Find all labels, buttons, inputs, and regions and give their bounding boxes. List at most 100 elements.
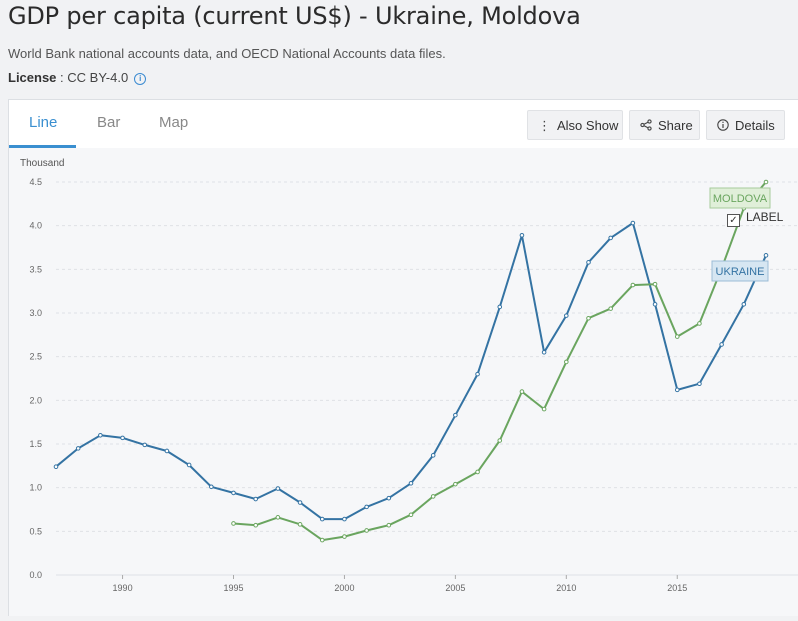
data-point xyxy=(564,313,569,318)
data-point xyxy=(297,522,303,527)
data-point xyxy=(386,495,392,501)
data-point xyxy=(763,179,769,185)
y-tick-label: 1.5 xyxy=(29,439,42,449)
data-point xyxy=(275,515,281,520)
info-icon[interactable]: i xyxy=(134,73,147,85)
active-tab-indicator xyxy=(9,145,76,148)
data-point xyxy=(475,469,480,475)
data-point xyxy=(297,500,303,505)
data-point xyxy=(652,281,658,287)
data-point xyxy=(342,516,347,522)
series-label-box xyxy=(709,187,771,209)
data-point xyxy=(519,389,525,394)
data-point xyxy=(164,448,170,454)
data-point xyxy=(253,522,258,528)
data-point xyxy=(364,504,369,510)
chart-area: Thousand 0.0 0.5 1.0 1.5 2.0 2.5 3.0 3.5 4.0 4.5 19… xyxy=(9,148,798,616)
y-tick-label: 3.0 xyxy=(29,308,42,318)
share-icon xyxy=(640,111,652,141)
series-line-ukraine xyxy=(55,222,767,521)
data-point xyxy=(319,537,325,543)
x-tick-label: 1990 xyxy=(113,583,133,593)
data-point xyxy=(564,359,569,365)
data-point xyxy=(519,232,525,238)
tab-bar-chart[interactable]: Bar xyxy=(97,114,121,131)
line-chart: Thousand 0.0 0.5 1.0 1.5 2.0 2.5 3.0 3.5 4.0 4.5 19… xyxy=(20,158,798,593)
y-tick-label: 1.0 xyxy=(29,483,42,493)
data-point xyxy=(364,528,369,533)
y-tick-label: 0.5 xyxy=(29,526,42,536)
data-point xyxy=(408,512,414,518)
data-point xyxy=(231,521,236,526)
data-point xyxy=(630,220,636,226)
data-point xyxy=(475,371,480,377)
x-tick-label: 2015 xyxy=(667,583,687,593)
data-point xyxy=(253,496,258,502)
license-label: License xyxy=(8,70,57,85)
data-point xyxy=(75,446,81,451)
data-point xyxy=(586,260,591,265)
data-point xyxy=(275,486,281,491)
y-tick-label: 2.0 xyxy=(29,395,42,405)
y-tick-label: 2.5 xyxy=(29,352,42,362)
data-point xyxy=(231,490,236,496)
data-point xyxy=(453,412,458,418)
chart-panel: Line Bar Map ⋮ Also Show Share xyxy=(8,99,798,616)
x-tick-label: 2005 xyxy=(445,583,465,593)
also-show-button[interactable]: ⋮ Also Show xyxy=(527,110,623,140)
y-tick-label: 0.0 xyxy=(29,570,42,580)
data-point xyxy=(120,435,125,441)
data-point xyxy=(53,464,59,470)
data-point xyxy=(697,381,702,387)
tab-bar: Line Bar Map ⋮ Also Show Share xyxy=(9,100,798,148)
data-point xyxy=(430,453,436,458)
details-button[interactable]: Details xyxy=(706,110,785,140)
data-point xyxy=(541,406,547,412)
x-tick-label: 2000 xyxy=(334,583,354,593)
data-point xyxy=(186,462,192,468)
share-button[interactable]: Share xyxy=(629,110,700,140)
data-point xyxy=(719,342,724,347)
series-label-box xyxy=(711,260,769,282)
data-point xyxy=(608,235,613,241)
y-tick-label: 4.0 xyxy=(29,221,42,231)
data-point xyxy=(342,534,347,539)
data-point xyxy=(430,494,436,499)
data-point xyxy=(763,253,769,258)
data-point xyxy=(586,315,591,321)
data-point xyxy=(408,481,414,486)
info-circle-icon xyxy=(717,111,729,141)
x-tick-label: 2010 xyxy=(556,583,576,593)
y-axis-label: Thousand xyxy=(20,158,64,169)
license-line: License : CC BY-4.0 i xyxy=(8,70,147,85)
y-tick-label: 4.5 xyxy=(29,177,42,187)
also-show-label: Also Show xyxy=(557,118,619,133)
tab-map[interactable]: Map xyxy=(159,114,189,131)
license-value: : CC BY-4.0 xyxy=(56,70,129,85)
data-point xyxy=(652,301,658,307)
data-point xyxy=(453,481,458,487)
data-point xyxy=(209,484,214,490)
more-vertical-icon: ⋮ xyxy=(538,118,551,133)
data-point xyxy=(386,522,392,528)
page-title: GDP per capita (current US$) - Ukraine, … xyxy=(8,2,581,30)
y-tick-label: 3.5 xyxy=(29,264,42,274)
share-label: Share xyxy=(658,118,693,133)
data-point xyxy=(697,321,702,326)
series-line-moldova xyxy=(233,181,767,542)
x-tick-label: 1995 xyxy=(223,583,243,593)
label-checkbox[interactable]: ✓ xyxy=(727,214,740,227)
data-point xyxy=(674,334,680,339)
data-point xyxy=(98,432,103,438)
data-point xyxy=(741,301,747,307)
label-toggle-text: LABEL xyxy=(746,210,784,224)
data-point xyxy=(319,516,325,522)
label-toggle[interactable]: ✓ LABEL xyxy=(727,210,783,227)
tab-line[interactable]: Line xyxy=(29,114,58,131)
data-point xyxy=(497,438,503,443)
series-label: MOLDOVA xyxy=(713,193,768,205)
series-label: UKRAINE xyxy=(716,266,765,278)
data-point xyxy=(497,304,503,310)
data-point xyxy=(541,350,547,355)
data-point xyxy=(142,442,148,448)
